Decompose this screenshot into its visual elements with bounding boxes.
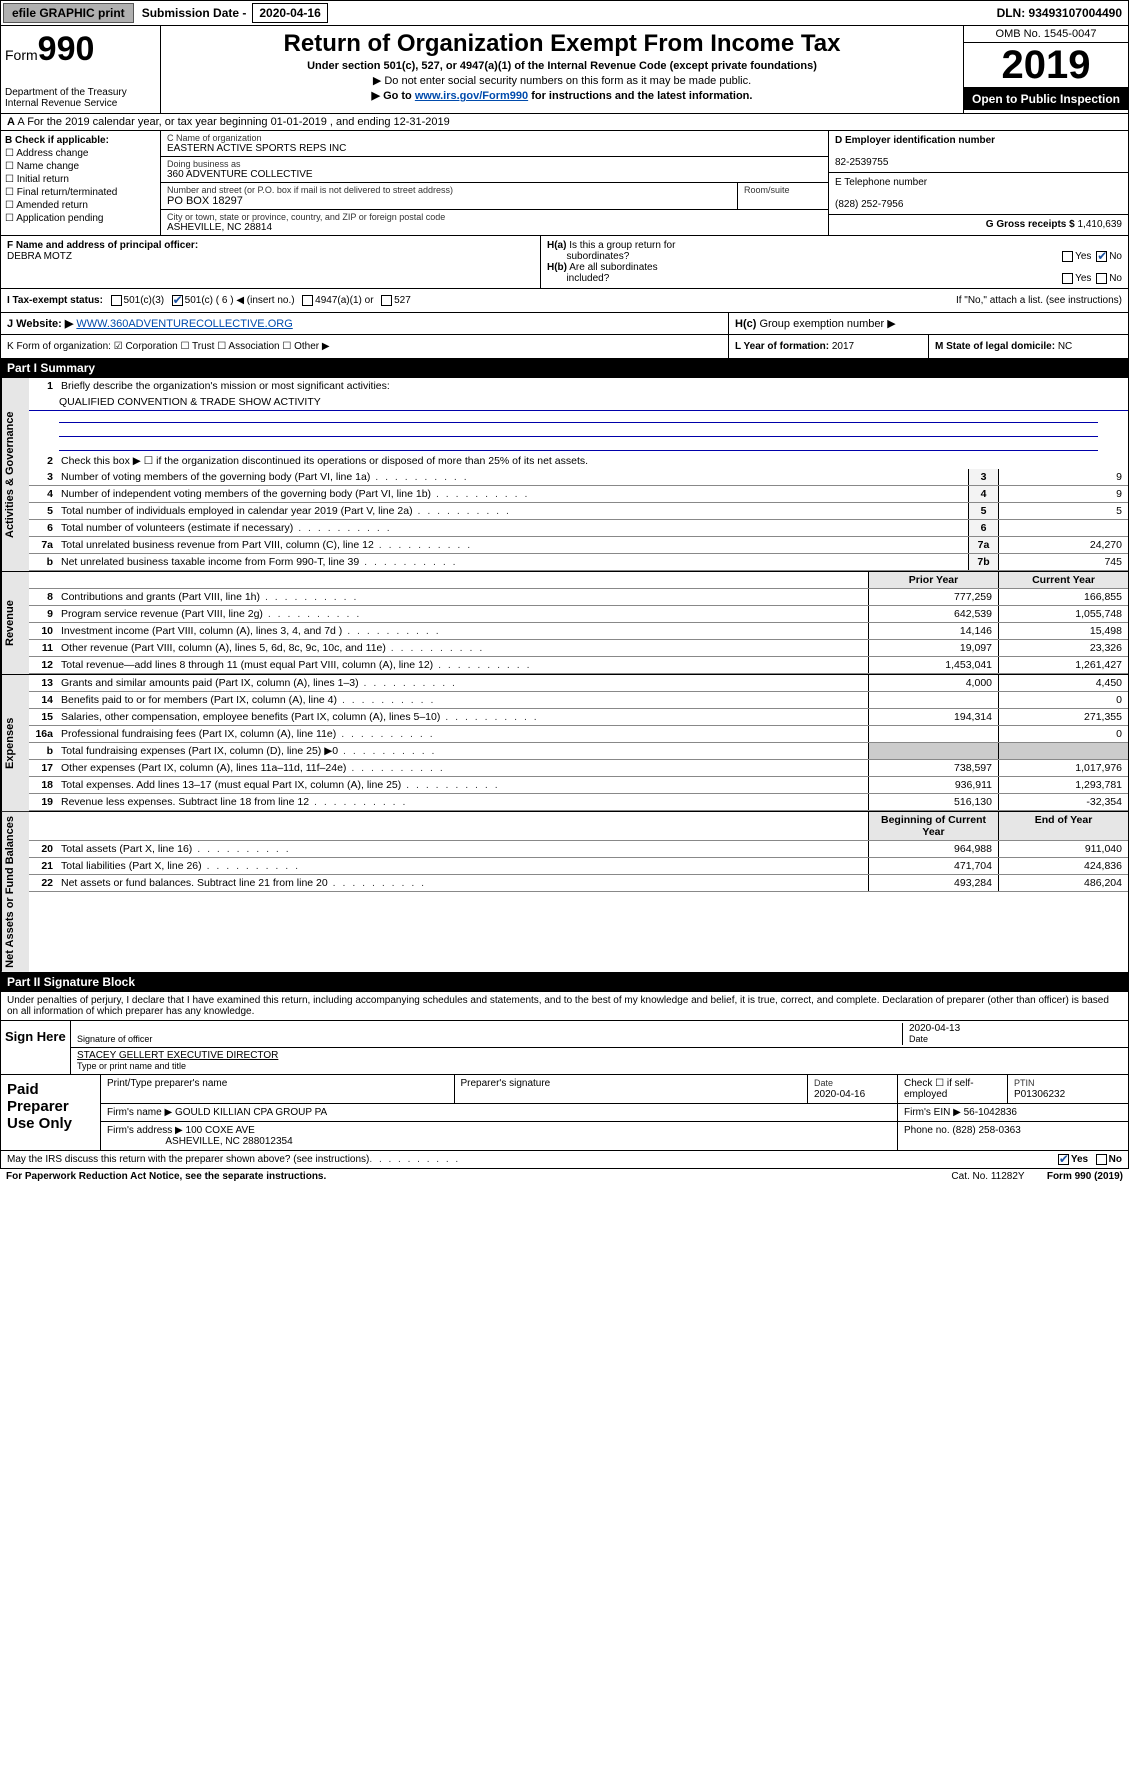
firm-addr: 100 COXE AVE [186,1125,255,1136]
chk-address[interactable]: Address change [5,148,156,159]
line-17: 17 Other expenses (Part IX, column (A), … [29,760,1128,777]
footer: For Paperwork Reduction Act Notice, see … [0,1169,1129,1184]
perjury-declaration: Under penalties of perjury, I declare th… [1,992,1128,1021]
line-20: 20 Total assets (Part X, line 16) 964,98… [29,841,1128,858]
line-4: 4 Number of independent voting members o… [29,486,1128,503]
sign-here-label: Sign Here [1,1021,71,1074]
org-city: ASHEVILLE, NC 28814 [167,222,822,233]
part2-header: Part II Signature Block [0,973,1129,992]
dln: DLN: 93493107004490 [997,6,1128,20]
submission-label: Submission Date - [136,4,253,22]
ha-no[interactable] [1096,251,1107,262]
org-dba: 360 ADVENTURE COLLECTIVE [167,169,822,180]
ha-yes[interactable] [1062,251,1073,262]
form-number: Form990 [5,30,156,69]
part1-header: Part I Summary [0,359,1129,378]
chk-name[interactable]: Name change [5,161,156,172]
row-j: J Website: ▶ WWW.360ADVENTURECOLLECTIVE.… [0,313,1129,335]
line-19: 19 Revenue less expenses. Subtract line … [29,794,1128,811]
instruction-line2: ▶ Go to www.irs.gov/Form990 for instruct… [169,89,955,102]
row-fh: F Name and address of principal officer:… [0,236,1129,289]
dept-treasury: Department of the Treasury Internal Reve… [5,87,156,109]
paid-preparer-block: Paid Preparer Use Only Print/Type prepar… [0,1075,1129,1151]
org-name: EASTERN ACTIVE SPORTS REPS INC [167,143,822,154]
form-of-org: K Form of organization: ☑ Corporation ☐ … [1,335,728,358]
gross-receipts: 1,410,639 [1078,219,1123,230]
vtab-expenses: Expenses [1,675,29,811]
line-22: 22 Net assets or fund balances. Subtract… [29,875,1128,892]
sig-date: 2020-04-13 [909,1023,960,1034]
form-title: Return of Organization Exempt From Incom… [169,30,955,58]
line-13: 13 Grants and similar amounts paid (Part… [29,675,1128,692]
line-9: 9 Program service revenue (Part VIII, li… [29,606,1128,623]
line-6: 6 Total number of volunteers (estimate i… [29,520,1128,537]
irs-link[interactable]: www.irs.gov/Form990 [415,90,528,102]
line-b: b Total fundraising expenses (Part IX, c… [29,743,1128,760]
org-address: PO BOX 18297 [167,195,731,207]
line-15: 15 Salaries, other compensation, employe… [29,709,1128,726]
vtab-revenue: Revenue [1,572,29,674]
tax-year: 2019 [964,43,1128,87]
hb-yes[interactable] [1062,273,1073,284]
line-10: 10 Investment income (Part VIII, column … [29,623,1128,640]
hb-no[interactable] [1096,273,1107,284]
chk-pending[interactable]: Application pending [5,213,156,224]
chk-final[interactable]: Final return/terminated [5,187,156,198]
efile-button[interactable]: efile GRAPHIC print [3,3,134,23]
ptin: P01306232 [1014,1089,1065,1100]
form-subtitle: Under section 501(c), 527, or 4947(a)(1)… [169,60,955,72]
open-inspection: Open to Public Inspection [964,87,1128,110]
line-14: 14 Benefits paid to or for members (Part… [29,692,1128,709]
prep-date: 2020-04-16 [814,1089,865,1100]
telephone: (828) 252-7956 [835,199,903,210]
principal-officer: DEBRA MOTZ [7,251,72,262]
firm-name: GOULD KILLIAN CPA GROUP PA [175,1107,327,1118]
omb-number: OMB No. 1545-0047 [964,26,1128,43]
line-16a: 16a Professional fundraising fees (Part … [29,726,1128,743]
mission-text: QUALIFIED CONVENTION & TRADE SHOW ACTIVI… [29,394,1128,411]
line-8: 8 Contributions and grants (Part VIII, l… [29,589,1128,606]
discuss-no[interactable] [1096,1154,1107,1165]
col-b-checkboxes: B Check if applicable: Address change Na… [1,131,161,235]
line-b: b Net unrelated business taxable income … [29,554,1128,571]
vtab-netassets: Net Assets or Fund Balances [1,812,29,972]
row-klm: K Form of organization: ☑ Corporation ☐ … [0,335,1129,359]
line-3: 3 Number of voting members of the govern… [29,469,1128,486]
row-i-taxexempt: I Tax-exempt status: 501(c)(3) 501(c) ( … [0,289,1129,313]
form-header: Form990 Department of the Treasury Inter… [0,26,1129,114]
discuss-yes[interactable] [1058,1154,1069,1165]
row-a-taxyear: A A For the 2019 calendar year, or tax y… [0,114,1129,131]
efile-topbar: efile GRAPHIC print Submission Date - 20… [0,0,1129,26]
state-domicile: NC [1058,341,1072,352]
ein: 82-2539755 [835,157,888,168]
year-formation: 2017 [832,341,854,352]
org-info-block: B Check if applicable: Address change Na… [0,131,1129,236]
line-18: 18 Total expenses. Add lines 13–17 (must… [29,777,1128,794]
chk-initial[interactable]: Initial return [5,174,156,185]
line-7a: 7a Total unrelated business revenue from… [29,537,1128,554]
firm-ein: 56-1042836 [964,1107,1017,1118]
firm-phone: (828) 258-0363 [952,1125,1020,1136]
instruction-line1: ▶ Do not enter social security numbers o… [169,74,955,87]
line-21: 21 Total liabilities (Part X, line 26) 4… [29,858,1128,875]
vtab-governance: Activities & Governance [1,378,29,571]
submission-date: 2020-04-16 [252,3,327,23]
line-5: 5 Total number of individuals employed i… [29,503,1128,520]
discuss-row: May the IRS discuss this return with the… [0,1151,1129,1169]
website-link[interactable]: WWW.360ADVENTURECOLLECTIVE.ORG [76,318,292,330]
line-12: 12 Total revenue—add lines 8 through 11 … [29,657,1128,674]
officer-name: STACEY GELLERT EXECUTIVE DIRECTOR [77,1050,278,1061]
line-11: 11 Other revenue (Part VIII, column (A),… [29,640,1128,657]
chk-amended[interactable]: Amended return [5,200,156,211]
